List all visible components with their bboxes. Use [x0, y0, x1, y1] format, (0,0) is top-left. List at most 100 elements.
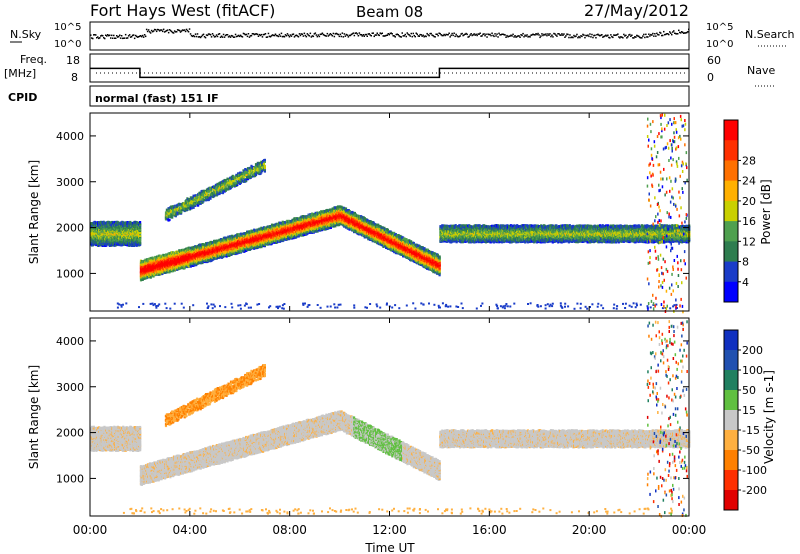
- noise-point: [127, 37, 128, 39]
- noise-point: [402, 32, 404, 34]
- noise-point: [594, 35, 596, 37]
- noise-point: [222, 36, 224, 38]
- noise-point: [468, 36, 470, 38]
- noise-tick-top: 10^5: [54, 22, 81, 33]
- noise-point: [223, 34, 225, 36]
- noise-point: [417, 34, 419, 36]
- noise-point: [617, 33, 619, 35]
- noise-point: [261, 34, 263, 36]
- noise-point: [376, 34, 378, 36]
- noise-point: [97, 36, 99, 38]
- noise-point: [176, 31, 178, 33]
- noise-point: [275, 34, 277, 36]
- noise-point: [316, 34, 318, 36]
- noise-point: [131, 36, 133, 38]
- noise-point: [454, 36, 456, 38]
- noise-point: [133, 34, 135, 36]
- noise-point: [678, 30, 680, 32]
- noise-point: [404, 35, 406, 37]
- noise-point: [663, 31, 665, 33]
- noise-point: [90, 34, 92, 36]
- noise-point: [670, 32, 672, 34]
- noise-point: [643, 34, 645, 36]
- noise-point: [104, 38, 106, 40]
- noise-point: [201, 36, 203, 38]
- noise-point: [425, 36, 427, 38]
- noise-point: [625, 35, 627, 37]
- noise-point: [652, 33, 654, 35]
- noise-point: [116, 35, 118, 37]
- noise-point: [313, 36, 315, 38]
- noise-point: [645, 34, 647, 36]
- noise-point: [146, 29, 148, 31]
- noise-point: [395, 36, 397, 38]
- noise-point: [504, 34, 506, 36]
- noise-point: [668, 34, 670, 36]
- noise-point: [498, 33, 500, 35]
- noise-point: [379, 35, 381, 37]
- noise-point: [162, 31, 164, 32]
- noise-point: [481, 35, 483, 37]
- freq-step-line: [90, 68, 689, 77]
- noise-point: [415, 36, 417, 38]
- noise-point: [549, 33, 551, 35]
- noise-point: [291, 35, 293, 37]
- noise-point: [124, 37, 126, 39]
- noise-point: [648, 34, 650, 36]
- noise-point: [548, 35, 550, 37]
- noise-point: [155, 29, 157, 31]
- noise-point: [434, 36, 436, 38]
- noise-tick-bottom: 10^0: [54, 39, 81, 50]
- noise-point: [601, 34, 603, 36]
- station-title: Fort Hays West (fitACF): [90, 1, 275, 20]
- noise-point: [497, 36, 499, 38]
- noise-point: [92, 38, 94, 40]
- noise-point: [125, 34, 127, 36]
- noise-point: [449, 36, 451, 38]
- noise-point: [334, 36, 336, 38]
- noise-point: [353, 32, 355, 34]
- noise-point: [267, 36, 269, 38]
- noise-right-tick-top: 10^5: [706, 22, 733, 33]
- noise-point: [556, 35, 558, 37]
- noise-point: [230, 36, 232, 38]
- noise-point: [448, 33, 450, 35]
- noise-point: [461, 33, 463, 35]
- noise-point: [627, 36, 629, 38]
- noise-point: [373, 32, 375, 34]
- noise-point: [212, 33, 214, 35]
- noise-point: [144, 34, 146, 36]
- noise-point: [289, 36, 291, 38]
- nave-tick-top: 60: [707, 54, 721, 67]
- noise-point: [576, 34, 578, 36]
- noise-point: [111, 35, 113, 37]
- noise-point: [568, 37, 570, 39]
- noise-point: [268, 33, 270, 35]
- noise-point: [623, 34, 625, 36]
- noise-point: [523, 36, 525, 38]
- noise-point: [319, 36, 321, 38]
- noise-point: [486, 36, 488, 38]
- noise-point: [631, 35, 633, 37]
- noise-point: [203, 34, 205, 36]
- noise-point: [484, 35, 486, 37]
- noise-point: [145, 36, 147, 38]
- noise-point: [265, 33, 267, 35]
- noise-point: [450, 35, 452, 37]
- noise-point: [518, 35, 520, 37]
- noise-point: [483, 33, 485, 35]
- noise-point: [215, 36, 217, 38]
- noise-point: [246, 34, 248, 36]
- noise-point: [189, 28, 191, 30]
- noise-point: [173, 32, 175, 34]
- noise-point: [286, 35, 288, 37]
- noise-point: [332, 35, 334, 37]
- noise-point: [293, 33, 295, 35]
- noise-point: [420, 34, 422, 36]
- noise-point: [406, 36, 408, 38]
- noise-point: [358, 35, 360, 37]
- noise-point: [644, 37, 646, 39]
- noise-point: [224, 36, 226, 38]
- noise-point: [453, 33, 455, 35]
- noise-point: [511, 35, 513, 37]
